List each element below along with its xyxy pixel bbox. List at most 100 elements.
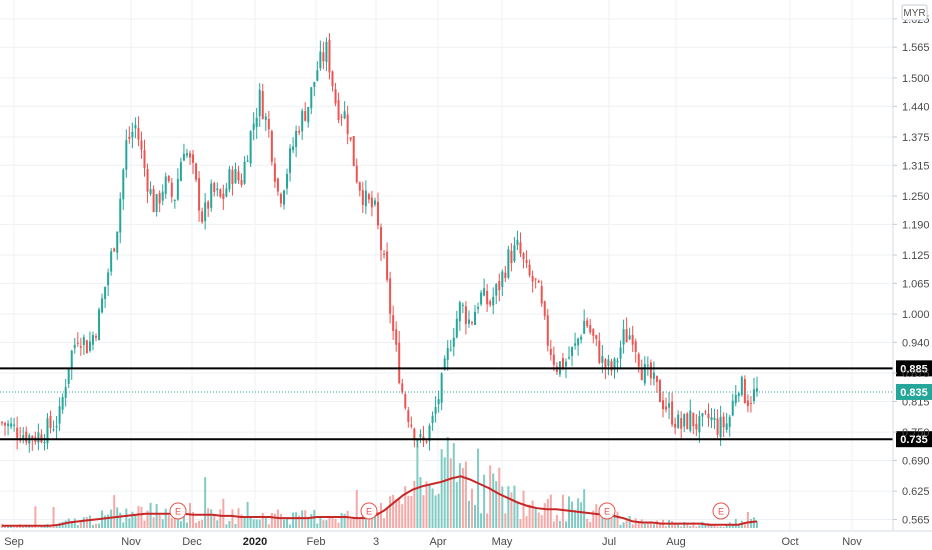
price-candle (276, 177, 279, 196)
price-candle (316, 61, 319, 82)
candle-body (79, 346, 82, 348)
y-tick-label: 1.190 (902, 219, 930, 231)
volume-bar (355, 489, 358, 528)
candle-body (373, 200, 376, 205)
candle-body (161, 191, 164, 201)
volume-bar (452, 443, 455, 528)
candle-body (640, 367, 643, 381)
price-candle (625, 317, 628, 343)
price-candle (301, 108, 304, 140)
candle-body (325, 41, 328, 62)
price-candle (743, 375, 746, 404)
horizontal-levels[interactable]: 0.885 0.735 (0, 360, 932, 448)
price-candle (510, 243, 513, 272)
candle-body (295, 130, 298, 147)
volume-bar (516, 501, 519, 528)
currency-badge[interactable]: MYR (901, 4, 928, 21)
candle-body (501, 271, 504, 288)
volume-bar (273, 513, 276, 528)
price-candle (188, 150, 191, 165)
volume-bar (571, 501, 574, 528)
price-candle (686, 412, 689, 430)
volume-bar (146, 510, 149, 528)
price-candle (692, 412, 695, 434)
price-candle (119, 192, 122, 244)
volume-bar (128, 518, 131, 528)
candle-body (307, 107, 310, 123)
price-candle (88, 331, 91, 353)
price-candle (434, 396, 437, 423)
candle-body (76, 342, 79, 344)
candle-body (480, 292, 483, 305)
candle-body (195, 163, 198, 180)
candle-body (710, 417, 713, 421)
volume-bar (16, 526, 19, 528)
volume-bar (91, 525, 94, 528)
volume-bar (210, 509, 213, 528)
price-axis[interactable]: 0.5650.6250.6900.7500.8150.8750.9401.000… (893, 14, 930, 527)
candle-body (367, 194, 370, 200)
price-candle (477, 302, 480, 314)
volume-bar (125, 508, 128, 528)
price-candle (695, 414, 698, 437)
volume-bar (474, 504, 477, 528)
event-label: E (175, 507, 181, 517)
x-tick-label: Dec (182, 536, 202, 548)
candle-body (237, 171, 240, 181)
price-candle (10, 417, 13, 430)
price-candle (437, 390, 440, 413)
price-candle (440, 372, 443, 411)
price-candle (662, 391, 665, 418)
price-candle (79, 337, 82, 356)
candle-body (10, 423, 13, 427)
time-axis[interactable]: Sep Nov Dec 2020 Feb 3 Apr May Jul Aug Oct Nov (4, 536, 862, 548)
price-candle (367, 192, 370, 204)
volume-bar (98, 523, 101, 528)
price-candle (55, 415, 58, 439)
price-candle (507, 245, 510, 280)
price-candle (240, 173, 243, 188)
candle-body (695, 423, 698, 430)
volume-bar (470, 488, 473, 528)
candle-body (137, 127, 140, 140)
volume-bar (637, 521, 640, 528)
candle-body (267, 119, 270, 130)
price-candle (249, 130, 252, 168)
volume-bar (343, 513, 346, 528)
volume-bar (428, 484, 431, 528)
price-candle (43, 433, 46, 451)
volume-bar (313, 509, 316, 528)
candle-body (440, 373, 443, 403)
volume-bar (583, 489, 586, 528)
price-candle (292, 137, 295, 154)
candle-body (719, 416, 722, 437)
candle-body (392, 315, 395, 332)
price-candle (104, 286, 107, 308)
volume-bar (689, 526, 692, 528)
candle-body (361, 190, 364, 205)
volume-bar (161, 519, 164, 528)
volume-bar (525, 516, 528, 528)
candle-body (389, 278, 392, 314)
volume-bar (358, 519, 361, 528)
x-tick-label: May (492, 536, 513, 548)
candle-body (625, 329, 628, 343)
volume-bar (37, 527, 40, 528)
volume-bar (170, 518, 173, 528)
price-candle (128, 126, 131, 144)
candle-body (310, 87, 313, 109)
candle-body (619, 347, 622, 359)
volume-bar (228, 520, 231, 528)
volume-bar (704, 523, 707, 528)
price-candle (258, 83, 261, 127)
price-candle (376, 192, 379, 230)
candle-body (204, 202, 207, 222)
volume-bar (407, 495, 410, 528)
candle-body (213, 182, 216, 192)
candle-body (43, 442, 46, 444)
volume-bar (643, 523, 646, 528)
volume-bar (713, 524, 716, 528)
volume-bar (537, 512, 540, 528)
price-candle (464, 301, 467, 335)
